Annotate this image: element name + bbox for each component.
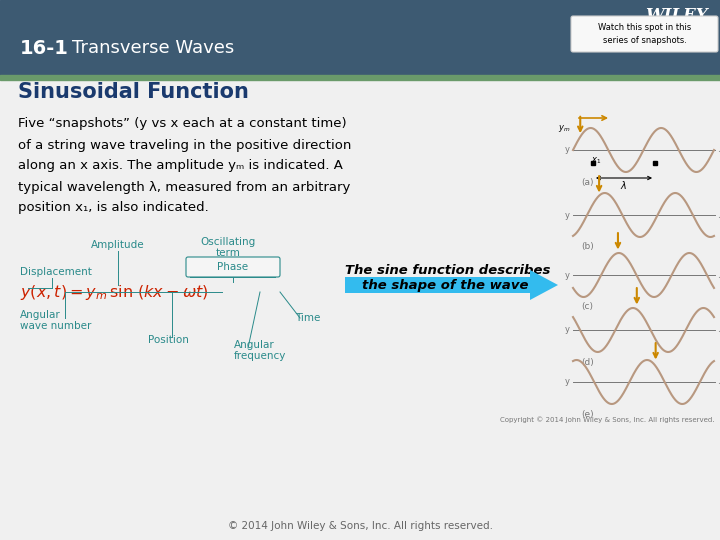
- Bar: [0, 0, 720, 75]
- Text: Position: Position: [148, 335, 189, 345]
- Text: Angular: Angular: [234, 340, 275, 350]
- Text: Phase: Phase: [217, 262, 248, 272]
- Text: © 2014 John Wiley & Sons, Inc. All rights reserved.: © 2014 John Wiley & Sons, Inc. All right…: [228, 521, 492, 531]
- Text: y: y: [565, 211, 570, 219]
- Text: (e): (e): [581, 409, 593, 418]
- Text: Angular: Angular: [20, 310, 60, 320]
- Text: x: x: [718, 271, 720, 280]
- Text: y: y: [565, 377, 570, 387]
- Text: position x₁, is also indicated.: position x₁, is also indicated.: [18, 201, 209, 214]
- Text: $x_1$: $x_1$: [591, 155, 601, 165]
- Text: Amplitude: Amplitude: [91, 240, 145, 250]
- Text: typical wavelength λ, measured from an arbitrary: typical wavelength λ, measured from an a…: [18, 180, 351, 193]
- Text: Five “snapshots” (y vs x each at a constant time): Five “snapshots” (y vs x each at a const…: [18, 118, 346, 131]
- Text: Sinusoidal Function: Sinusoidal Function: [18, 82, 249, 102]
- Text: $y_m$: $y_m$: [557, 123, 570, 133]
- Text: 16-1: 16-1: [20, 38, 69, 57]
- Text: (d): (d): [581, 357, 594, 367]
- Text: (a): (a): [581, 178, 593, 186]
- Text: (c): (c): [581, 302, 593, 312]
- Text: Transverse Waves: Transverse Waves: [72, 39, 234, 57]
- Text: Copyright © 2014 John Wiley & Sons, Inc. All rights reserved.: Copyright © 2014 John Wiley & Sons, Inc.…: [500, 417, 714, 423]
- Text: y: y: [565, 326, 570, 334]
- Text: x: x: [718, 211, 720, 219]
- Text: y: y: [565, 145, 570, 154]
- Text: (b): (b): [581, 242, 594, 252]
- Text: Oscillating: Oscillating: [200, 237, 256, 247]
- Text: along an x axis. The amplitude yₘ is indicated. A: along an x axis. The amplitude yₘ is ind…: [18, 159, 343, 172]
- Text: of a string wave traveling in the positive direction: of a string wave traveling in the positi…: [18, 138, 351, 152]
- Text: Watch this spot in this
series of snapshots.: Watch this spot in this series of snapsh…: [598, 23, 691, 45]
- Text: x: x: [718, 145, 720, 154]
- Text: The sine function describes: The sine function describes: [345, 264, 550, 276]
- Text: frequency: frequency: [234, 351, 287, 361]
- Bar: [0, 75, 720, 80]
- Text: $y(x,t) = y_m\,\sin\,(kx - \omega t)$: $y(x,t) = y_m\,\sin\,(kx - \omega t)$: [20, 282, 209, 301]
- FancyBboxPatch shape: [571, 16, 718, 52]
- Text: the shape of the wave: the shape of the wave: [362, 279, 528, 292]
- Text: x: x: [718, 377, 720, 387]
- Text: WILEY: WILEY: [645, 8, 708, 24]
- Text: Time: Time: [295, 313, 320, 323]
- Text: wave number: wave number: [20, 321, 91, 331]
- Text: y: y: [565, 271, 570, 280]
- FancyBboxPatch shape: [186, 257, 280, 277]
- Text: term: term: [215, 248, 240, 258]
- Text: x: x: [718, 326, 720, 334]
- Text: $\lambda$: $\lambda$: [621, 179, 628, 191]
- Text: Displacement: Displacement: [20, 267, 92, 277]
- Polygon shape: [345, 270, 558, 300]
